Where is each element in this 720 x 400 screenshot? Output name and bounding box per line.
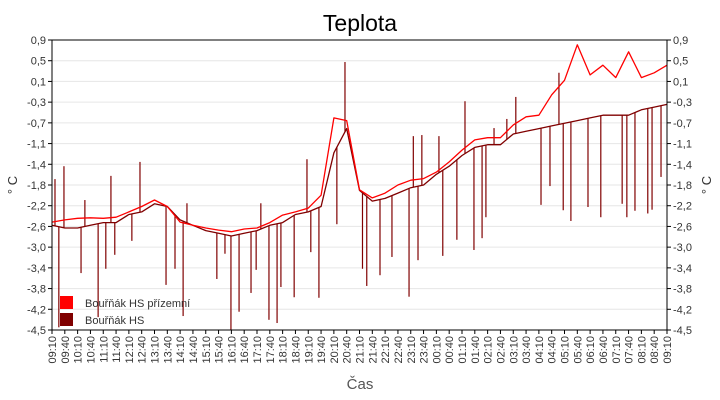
x-tick-label: 09:10 [47, 336, 59, 364]
x-tick-label: 11:10 [98, 336, 110, 363]
y-tick-label-left: -2,6 [27, 221, 46, 233]
y-tick-label-right: -3,8 [673, 284, 692, 296]
x-tick-label: 20:10 [329, 336, 341, 364]
x-tick-label: 20:40 [342, 336, 354, 364]
y-tick-label-left: -3,0 [27, 242, 46, 254]
y-tick-label-left: -3,8 [27, 284, 46, 296]
x-tick-label: 14:10 [175, 336, 187, 364]
x-tick-label: 10:40 [85, 336, 97, 364]
x-tick-label: 16:10 [226, 336, 238, 364]
y-tick-label-right: -0,3 [673, 97, 692, 109]
x-tick-label: 13:40 [162, 336, 174, 364]
x-tick-label: 02:10 [483, 336, 495, 364]
x-tick-label: 17:40 [265, 336, 277, 364]
x-tick-label: 02:40 [495, 336, 507, 364]
x-tick-label: 17:10 [252, 336, 264, 364]
x-tick-label: 09:40 [60, 336, 72, 364]
y-tick-label-right: -0,7 [673, 118, 692, 130]
chart-title: Teplota [323, 10, 397, 36]
y-tick-label-right: -4,2 [673, 304, 692, 316]
x-tick-label: 15:40 [214, 336, 226, 364]
y-tick-label-right: 0,9 [673, 35, 688, 47]
y-tick-label-left: -0,3 [27, 97, 46, 109]
x-tick-label: 01:10 [457, 336, 469, 364]
y-tick-label-left: -2,2 [27, 201, 46, 213]
legend-label-1: Bouřňák HS [85, 315, 144, 327]
x-tick-label: 14:40 [188, 336, 200, 364]
y-tick-label-right: 0,5 [673, 56, 688, 68]
x-tick-label: 11:40 [111, 336, 123, 363]
x-tick-label: 09:10 [662, 336, 674, 364]
x-tick-label: 05:10 [560, 336, 572, 364]
y-tick-label-left: 0,5 [31, 56, 46, 68]
x-tick-label: 10:10 [73, 336, 85, 364]
y-tick-label-left: -1,8 [27, 180, 46, 192]
x-tick-label: 00:40 [444, 336, 456, 364]
legend-swatch-0 [60, 296, 73, 309]
x-tick-label: 03:40 [521, 336, 533, 364]
x-tick-label: 05:40 [572, 336, 584, 364]
y-tick-label-right: 0,1 [673, 76, 688, 88]
x-tick-label: 07:40 [624, 336, 636, 364]
y-tick-label-right: -2,6 [673, 221, 692, 233]
y-tick-label-right: -1,1 [673, 139, 692, 151]
x-tick-label: 04:40 [547, 336, 559, 364]
y-tick-label-left: -1,1 [27, 139, 46, 151]
x-tick-label: 00:10 [431, 336, 443, 364]
x-tick-label: 13:10 [150, 336, 162, 364]
y-tick-label-left: -0,7 [27, 118, 46, 130]
y-tick-label-left: -3,4 [27, 263, 46, 275]
x-tick-label: 19:10 [303, 336, 315, 364]
x-tick-label: 23:40 [419, 336, 431, 364]
x-tick-label: 06:40 [598, 336, 610, 364]
legend: Bouřňák HS přízemní Bouřňák HS [60, 296, 190, 327]
y-tick-label-right: -1,8 [673, 180, 692, 192]
y-tick-label-left: -4,2 [27, 304, 46, 316]
y-axis-label-left: ° C [5, 176, 20, 194]
x-tick-label: 16:40 [239, 336, 251, 364]
y-tick-label-right: -3,4 [673, 263, 692, 275]
y-tick-label-left: -1,4 [27, 159, 46, 171]
x-tick-label: 22:10 [380, 336, 392, 364]
x-tick-label: 21:10 [355, 336, 367, 364]
x-tick-label: 01:40 [470, 336, 482, 364]
y-tick-label-right: -1,4 [673, 159, 692, 171]
x-tick-label: 08:40 [649, 336, 661, 364]
y-tick-label-left: 0,1 [31, 76, 46, 88]
x-tick-label: 18:40 [290, 336, 302, 364]
legend-swatch-1 [60, 313, 73, 326]
x-tick-label: 06:10 [585, 336, 597, 364]
y-tick-label-left: 0,9 [31, 35, 46, 47]
x-tick-label: 21:40 [367, 336, 379, 364]
x-axis-label: Čas [347, 376, 374, 393]
y-tick-label-right: -3,0 [673, 242, 692, 254]
x-tick-label: 22:40 [393, 336, 405, 364]
x-tick-label: 12:10 [124, 336, 136, 364]
x-tick-label: 15:10 [201, 336, 213, 364]
y-tick-label-right: -2,2 [673, 201, 692, 213]
x-tick-label: 08:10 [636, 336, 648, 364]
x-tick-label: 03:10 [508, 336, 520, 364]
series-line-1 [51, 103, 668, 237]
x-tick-label: 07:10 [611, 336, 623, 364]
x-tick-label: 04:10 [534, 336, 546, 364]
series-line-0 [51, 44, 668, 233]
y-tick-label-left: -4,5 [27, 325, 46, 337]
y-axis-label-right: ° C [699, 176, 714, 194]
x-tick-label: 23:10 [406, 336, 418, 364]
x-tick-label: 19:40 [316, 336, 328, 364]
x-tick-label: 18:10 [278, 336, 290, 364]
y-tick-label-right: -4,5 [673, 325, 692, 337]
x-tick-label: 12:40 [137, 336, 149, 364]
legend-label-0: Bouřňák HS přízemní [85, 298, 190, 310]
